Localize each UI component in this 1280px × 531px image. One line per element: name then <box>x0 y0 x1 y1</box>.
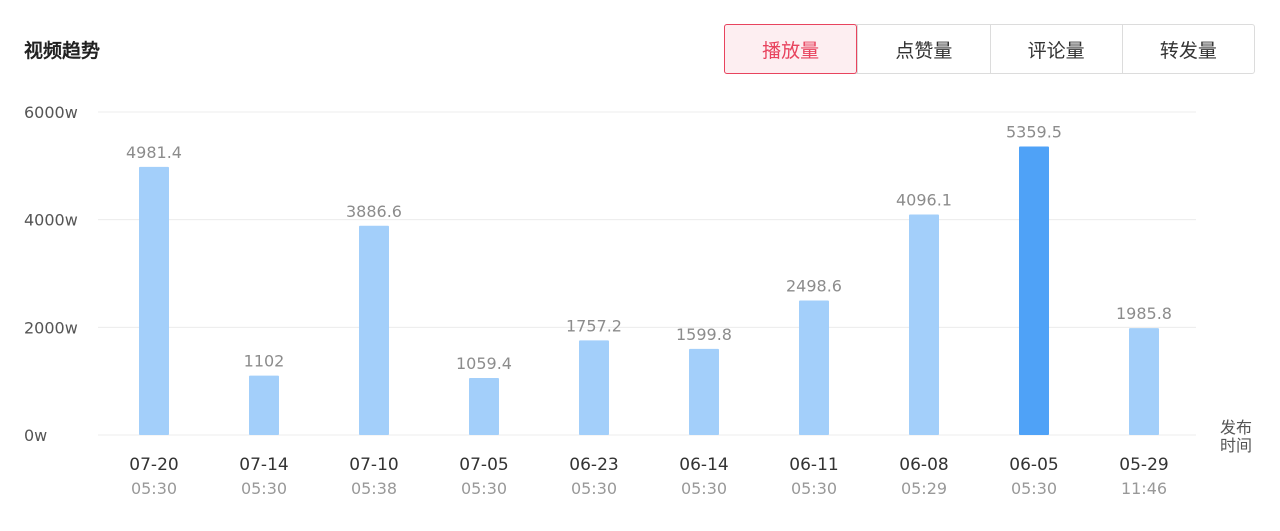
data-label: 1985.8 <box>1116 304 1172 323</box>
x-axis-label-line1: 发布 <box>1220 418 1252 437</box>
bar <box>359 225 389 435</box>
data-label: 5359.5 <box>1006 122 1062 141</box>
x-tick-label: 06-11 <box>789 455 838 475</box>
tab-comments[interactable]: 评论量 <box>989 25 1122 73</box>
data-label: 3886.6 <box>346 202 402 221</box>
tab-likes[interactable]: 点赞量 <box>857 25 989 73</box>
x-tick-label: 06-05 <box>1009 455 1058 475</box>
x-tick-label: 07-14 <box>239 455 288 475</box>
data-label: 1599.8 <box>676 325 732 344</box>
x-tick-label: 07-20 <box>129 455 178 475</box>
x-tick-time-label: 05:30 <box>461 479 507 498</box>
data-label: 4981.4 <box>126 143 182 162</box>
metric-tabs: 播放量 点赞量 评论量 转发量 <box>724 24 1255 74</box>
x-tick-time-label: 05:30 <box>131 479 177 498</box>
data-label: 1102 <box>244 352 285 371</box>
x-tick-label: 06-14 <box>679 455 728 475</box>
x-tick-time-label: 05:30 <box>681 479 727 498</box>
data-label: 4096.1 <box>896 190 952 209</box>
x-tick-time-label: 05:30 <box>571 479 617 498</box>
bar <box>1019 146 1049 435</box>
tab-shares[interactable]: 转发量 <box>1121 25 1254 73</box>
y-tick-label: 4000w <box>24 211 78 230</box>
bar <box>469 377 499 435</box>
x-tick-label: 07-10 <box>349 455 398 475</box>
y-tick-label: 6000w <box>24 103 78 122</box>
bar <box>249 375 279 435</box>
bar <box>1129 328 1159 435</box>
y-tick-label: 2000w <box>24 318 78 337</box>
bar <box>139 166 169 435</box>
x-tick-label: 05-29 <box>1119 455 1168 475</box>
x-axis-label-line2: 时间 <box>1220 436 1252 455</box>
data-label: 2498.6 <box>786 276 842 295</box>
x-tick-label: 06-08 <box>899 455 948 475</box>
x-tick-time-label: 11:46 <box>1121 479 1167 498</box>
x-tick-label: 07-05 <box>459 455 508 475</box>
x-tick-label: 06-23 <box>569 455 618 475</box>
bar <box>579 340 609 435</box>
bar <box>799 300 829 435</box>
y-tick-label: 0w <box>24 426 47 445</box>
data-label: 1059.4 <box>456 354 512 373</box>
bar <box>909 214 939 435</box>
data-label: 1757.2 <box>566 316 622 335</box>
x-tick-time-label: 05:30 <box>791 479 837 498</box>
x-tick-time-label: 05:29 <box>901 479 947 498</box>
chart-title: 视频趋势 <box>24 40 101 62</box>
tab-plays[interactable]: 播放量 <box>724 24 858 74</box>
x-tick-time-label: 05:38 <box>351 479 397 498</box>
x-tick-time-label: 05:30 <box>241 479 287 498</box>
bar <box>689 348 719 435</box>
x-tick-time-label: 05:30 <box>1011 479 1057 498</box>
